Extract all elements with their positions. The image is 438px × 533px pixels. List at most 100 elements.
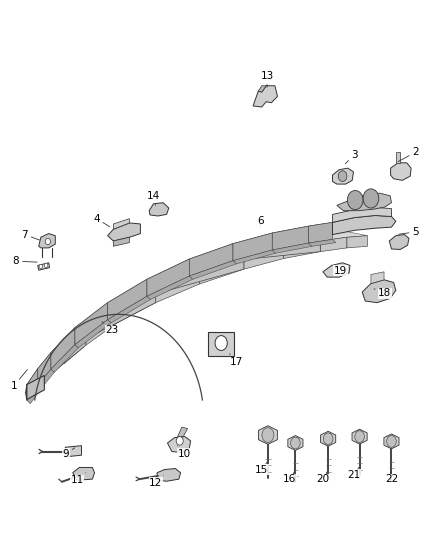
Polygon shape bbox=[396, 152, 400, 163]
Polygon shape bbox=[64, 335, 86, 364]
Polygon shape bbox=[272, 243, 312, 253]
Polygon shape bbox=[272, 226, 308, 250]
Polygon shape bbox=[244, 248, 284, 269]
Text: 21: 21 bbox=[348, 467, 361, 480]
Polygon shape bbox=[177, 427, 187, 437]
Text: 16: 16 bbox=[283, 472, 297, 484]
Polygon shape bbox=[113, 219, 130, 229]
Polygon shape bbox=[75, 303, 108, 345]
Polygon shape bbox=[75, 292, 155, 345]
Polygon shape bbox=[27, 385, 41, 403]
Polygon shape bbox=[39, 233, 55, 248]
Text: 2: 2 bbox=[398, 147, 419, 161]
Polygon shape bbox=[38, 353, 51, 374]
Polygon shape bbox=[75, 320, 111, 348]
Polygon shape bbox=[308, 222, 332, 243]
Polygon shape bbox=[51, 328, 75, 369]
Polygon shape bbox=[27, 368, 38, 400]
Polygon shape bbox=[65, 446, 81, 457]
Polygon shape bbox=[189, 261, 237, 279]
Polygon shape bbox=[321, 431, 336, 446]
Polygon shape bbox=[147, 259, 189, 286]
Polygon shape bbox=[308, 222, 332, 232]
Polygon shape bbox=[332, 207, 392, 222]
Polygon shape bbox=[147, 259, 244, 296]
Polygon shape bbox=[51, 328, 75, 359]
Text: 18: 18 bbox=[374, 288, 392, 298]
Circle shape bbox=[176, 437, 183, 445]
Polygon shape bbox=[86, 313, 117, 345]
Circle shape bbox=[215, 336, 227, 351]
Polygon shape bbox=[323, 263, 350, 277]
Polygon shape bbox=[347, 236, 367, 248]
Polygon shape bbox=[38, 369, 54, 388]
Polygon shape bbox=[73, 467, 95, 480]
Text: 13: 13 bbox=[261, 71, 274, 87]
Text: 14: 14 bbox=[147, 191, 160, 205]
Text: 4: 4 bbox=[93, 214, 110, 227]
Polygon shape bbox=[27, 368, 38, 390]
Text: 17: 17 bbox=[230, 354, 243, 367]
Polygon shape bbox=[352, 429, 367, 444]
Text: 23: 23 bbox=[102, 322, 119, 335]
Polygon shape bbox=[113, 237, 130, 246]
Text: 9: 9 bbox=[63, 448, 75, 458]
Text: 12: 12 bbox=[149, 475, 163, 488]
Polygon shape bbox=[320, 237, 347, 252]
Polygon shape bbox=[233, 233, 272, 261]
Polygon shape bbox=[189, 244, 233, 265]
Text: 10: 10 bbox=[177, 446, 191, 458]
Polygon shape bbox=[189, 244, 233, 276]
Polygon shape bbox=[391, 163, 411, 180]
Polygon shape bbox=[108, 223, 141, 241]
Polygon shape bbox=[108, 279, 147, 309]
Polygon shape bbox=[272, 226, 308, 239]
Text: 15: 15 bbox=[255, 462, 268, 474]
Polygon shape bbox=[233, 250, 276, 264]
Polygon shape bbox=[332, 168, 353, 184]
Circle shape bbox=[290, 437, 300, 449]
Polygon shape bbox=[38, 335, 86, 385]
Text: 11: 11 bbox=[71, 473, 86, 485]
Polygon shape bbox=[362, 280, 396, 303]
Polygon shape bbox=[371, 272, 384, 284]
Polygon shape bbox=[108, 296, 150, 323]
Polygon shape bbox=[337, 193, 392, 211]
Polygon shape bbox=[233, 241, 320, 261]
Circle shape bbox=[44, 263, 48, 268]
Text: 5: 5 bbox=[399, 227, 419, 237]
Polygon shape bbox=[147, 259, 189, 296]
Polygon shape bbox=[332, 215, 396, 235]
Text: 7: 7 bbox=[21, 230, 39, 240]
Polygon shape bbox=[117, 292, 155, 324]
Text: 1: 1 bbox=[11, 370, 27, 391]
Polygon shape bbox=[308, 239, 336, 246]
Polygon shape bbox=[258, 426, 277, 445]
Polygon shape bbox=[208, 332, 234, 356]
Polygon shape bbox=[149, 203, 169, 216]
Circle shape bbox=[338, 171, 347, 181]
Text: 20: 20 bbox=[316, 472, 329, 484]
Polygon shape bbox=[389, 235, 409, 249]
Polygon shape bbox=[147, 276, 193, 300]
Polygon shape bbox=[27, 375, 44, 399]
Polygon shape bbox=[384, 434, 399, 449]
Polygon shape bbox=[167, 437, 191, 453]
Polygon shape bbox=[233, 233, 272, 250]
Text: 6: 6 bbox=[257, 216, 264, 227]
Polygon shape bbox=[38, 263, 49, 270]
Polygon shape bbox=[155, 273, 199, 303]
Circle shape bbox=[323, 433, 333, 445]
Text: 22: 22 bbox=[385, 472, 398, 484]
Polygon shape bbox=[157, 469, 180, 481]
Circle shape bbox=[355, 431, 364, 442]
Polygon shape bbox=[258, 86, 266, 92]
Circle shape bbox=[39, 264, 42, 269]
Circle shape bbox=[363, 189, 379, 208]
Polygon shape bbox=[51, 345, 78, 372]
Polygon shape bbox=[253, 86, 278, 107]
Polygon shape bbox=[108, 279, 147, 320]
Text: 8: 8 bbox=[13, 256, 37, 266]
Polygon shape bbox=[75, 303, 108, 334]
Text: 3: 3 bbox=[346, 150, 358, 164]
